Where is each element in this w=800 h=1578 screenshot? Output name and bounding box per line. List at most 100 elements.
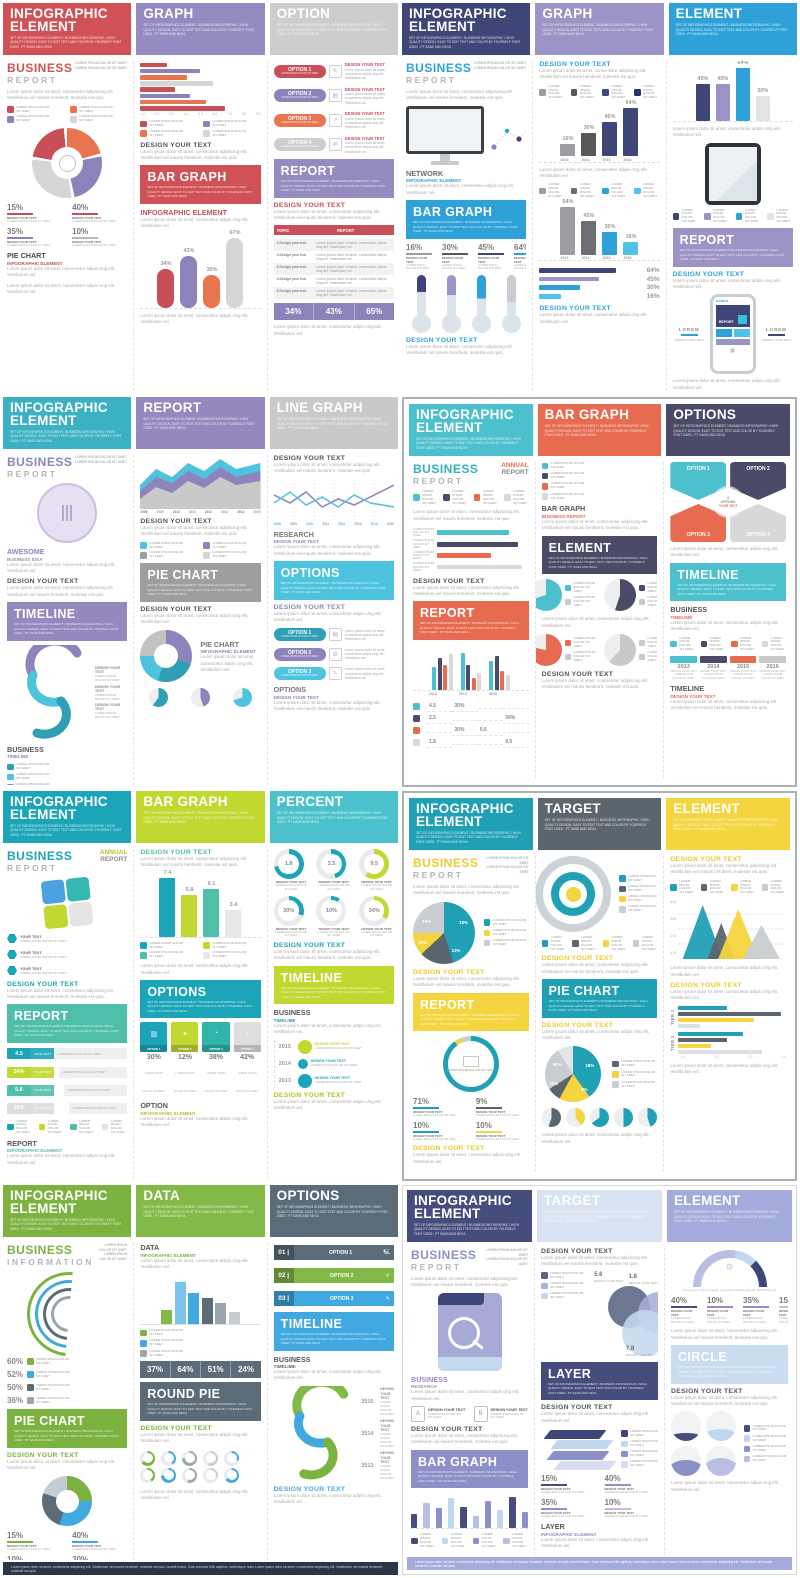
legend-swatch bbox=[602, 940, 609, 947]
bar bbox=[437, 553, 491, 558]
panel-header-block: INFOGRAPHIC ELEMENT SET OF INFOGRAPHICS E… bbox=[402, 3, 531, 56]
legend-swatch bbox=[731, 640, 738, 648]
body-text: Lorem ipsum dolor sit amet, consectetur … bbox=[273, 324, 382, 336]
header-subtitle: SET OF INFOGRAPHICS ELEMENT / BUSINESS I… bbox=[544, 817, 650, 832]
section-banner: PIE CHART SET OF INFOGRAPHICS ELEMENT / B… bbox=[7, 1409, 128, 1448]
body-text: Lorem ipsum dolor sit amet, consectetur … bbox=[539, 166, 648, 179]
legend-item: LOREM IPSUM DOLOR SIT AMET bbox=[670, 879, 694, 895]
bar bbox=[484, 1501, 492, 1529]
caption: RESEARCH DESIGN YOUR TEXT Lorem ipsum dolo… bbox=[274, 530, 394, 557]
legend-label: LOREM IPSUM DOLOR SIT AMET bbox=[550, 1280, 584, 1289]
heading-right: ANNUAL REPORT bbox=[99, 849, 128, 864]
percent-value: 40% DESIGN YOUR TEXT LOREM IPSUM DOLOR SIT… bbox=[604, 1474, 649, 1495]
body-text: Lorem ipsum dolor sit amet, consectetur … bbox=[541, 1132, 650, 1144]
body-text: Lorem ipsum dolor sit amet, consectetur … bbox=[672, 378, 781, 390]
legend-swatch bbox=[203, 942, 210, 949]
legend-item: LOREM IPSUM DOLOR SIT AMET bbox=[700, 879, 725, 895]
caption: DATA INFOGRAPHIC ELEMENT Lorem ipsum dolor… bbox=[140, 1243, 260, 1270]
mini-pie-charts bbox=[140, 687, 260, 708]
legend-item: LOREM IPSUM DOLOR SIT AMET bbox=[483, 928, 529, 937]
heading-secondary: REPORT bbox=[413, 870, 464, 881]
banner-subtitle: SET OF INFOGRAPHICS ELEMENT / BUSINESS I… bbox=[147, 1402, 253, 1416]
legend-swatch bbox=[621, 1461, 628, 1468]
bar bbox=[215, 1303, 227, 1325]
option-pill: OPTION 1 LOREM IPSUM DOLOR SIT AMET bbox=[273, 628, 326, 642]
body-text: Lorem ipsum dolor sit amet, consectetur … bbox=[140, 963, 249, 975]
panel-header-block: OPTIONS SET OF INFOGRAPHICS ELEMENT / BUS… bbox=[666, 404, 791, 457]
design-your-text-heading: DESIGN YOUR TEXT Lorem ipsum dolor sit am… bbox=[670, 856, 786, 876]
heading-secondary: REPORT bbox=[406, 75, 457, 86]
header-title: BAR GRAPH bbox=[143, 794, 228, 809]
pie-chart: 40% 18% 8% 25% LOREM IPSUM DOLOR SIT AMET LOR… bbox=[542, 1045, 658, 1103]
header-title: OPTIONS bbox=[276, 1188, 340, 1203]
banner-title: PIE CHART bbox=[14, 1414, 85, 1429]
legend-item: LOREM IPSUM DOLOR SIT AMET bbox=[621, 1449, 658, 1458]
legend-item: LOREM IPSUM DOLOR SIT AMET bbox=[731, 879, 755, 895]
document-icons: A DESIGN YOUR TEXT LOREM IPSUM DOLOR SIT A… bbox=[411, 1406, 528, 1423]
percent-value: 35% DESIGN YOUR TEXT LOREM IPSUM DOLOR SIT… bbox=[743, 1296, 769, 1324]
legend-label: LOREM IPSUM DOLOR SIT AMET bbox=[149, 550, 183, 559]
legend-item: LOREM IPSUM DOLOR SIT AMET bbox=[203, 551, 260, 559]
arc-ring-charts: 30% DESIGN YOUR TEXT LOREM IPSUM DOLOR SIT… bbox=[273, 895, 394, 939]
timeline-entry: 2013 DESIGN YOUR TEXT LOREM IPSUM DOLOR SI… bbox=[670, 655, 697, 680]
body-text: Lorem ipsum dolor sit amet, consectetur … bbox=[140, 1115, 249, 1128]
bar bbox=[435, 1508, 442, 1529]
design-your-text-heading: DESIGN YOUR TEXT Lorem ipsum dolor sit am… bbox=[542, 955, 658, 975]
puzzle-illustration bbox=[41, 876, 94, 929]
legend: LOREM IPSUM DOLOR SIT AMET LOREM IPSUM DO… bbox=[539, 84, 659, 100]
design-your-text-heading: DESIGN YOUR TEXT Lorem ipsum dolor sit am… bbox=[140, 849, 260, 869]
banner-title: LAYER bbox=[548, 1366, 592, 1381]
panel-column: 45% 45% 64% 30% Lorem ipsum dolor sit amet, … bbox=[665, 61, 793, 391]
legend-label: LOREM IPSUM DOLOR SIT AMET bbox=[611, 935, 626, 951]
banner-subtitle: SET OF INFOGRAPHICS ELEMENT / BUSINESS I… bbox=[418, 1469, 517, 1483]
section-heading: BUSINESS REPORT ANNUAL REPORT bbox=[413, 462, 529, 486]
option-pill-row: OPTION 3 LOREM IPSUM DOLOR SIT AMET ↗ DESIG… bbox=[273, 111, 394, 129]
legend-item: LOREM IPSUM DOLOR SIT AMET bbox=[570, 84, 597, 100]
heading-note: LOREM IPSUM DOLOR SIT AMET LOREM IPSUM DO… bbox=[474, 61, 527, 70]
legend-swatch bbox=[504, 494, 511, 501]
legend-label: LOREM IPSUM DOLOR SIT AMET bbox=[492, 938, 527, 946]
body-text: Lorem ipsum dolor sit amet, consectetur … bbox=[411, 1433, 518, 1445]
section-banner: OPTIONS SET OF INFOGRAPHICS ELEMENT / BUS… bbox=[273, 561, 394, 600]
legend-swatch bbox=[203, 552, 210, 559]
vertical-bar-chart: 34% 43% 30% 67% bbox=[140, 230, 261, 309]
legend-item: LOREM IPSUM DOLOR SIT AMET bbox=[743, 1444, 789, 1453]
bar: 45% bbox=[715, 76, 730, 122]
legend-swatch bbox=[27, 1371, 34, 1378]
body-text: Lorem ipsum dolor sit amet, consectetur … bbox=[273, 1492, 382, 1505]
panel-header: INFOGRAPHIC ELEMENT SET OF INFOGRAPHICS E… bbox=[409, 798, 791, 851]
design-your-text-heading: DESIGN YOUR TEXT Lorem ipsum dolor sit am… bbox=[7, 981, 127, 1001]
header-subtitle: SET OF INFOGRAPHICS ELEMENT / BUSINESS I… bbox=[416, 830, 521, 845]
header-title: GRAPH bbox=[542, 6, 593, 21]
banner-title: REPORT bbox=[679, 233, 735, 247]
banner-title: OPTIONS bbox=[147, 984, 207, 999]
body-text: Lorem ipsum dolor sit amet, consectetur … bbox=[406, 183, 515, 195]
legend-label: LOREM IPSUM DOLOR SIT AMET bbox=[630, 1428, 658, 1437]
legend-swatch bbox=[761, 884, 769, 891]
panel-header-block: ELEMENT SET OF INFOGRAPHICS ELEMENT / BUS… bbox=[667, 1190, 792, 1243]
header-subtitle: SET OF INFOGRAPHICS ELEMENT / BUSINESS I… bbox=[673, 817, 779, 832]
banner-title: OPTIONS bbox=[280, 566, 340, 581]
heading-primary: BUSINESS bbox=[406, 61, 472, 76]
footer-band: Lorem ipsum dolor sit amet, consectetur … bbox=[407, 1557, 792, 1570]
panel-header: INFOGRAPHIC ELEMENT SET OF INFOGRAPHICS E… bbox=[3, 791, 398, 844]
value-table: 4.5 30% 2.5 34% 30% 5.6 1.8 9.5 bbox=[413, 700, 529, 749]
banner-subtitle: SET OF INFOGRAPHICS ELEMENT / BUSINESS I… bbox=[677, 582, 777, 596]
percent-value: 35% DESIGN YOUR TEXT LOREM IPSUM DOLOR SIT… bbox=[541, 1497, 585, 1518]
section-banner: ROUND PIE SET OF INFOGRAPHICS ELEMENT / B… bbox=[140, 1382, 261, 1421]
legend-swatch bbox=[564, 584, 572, 592]
section-heading: BUSINESS INFORMATION LOREM IPSUM DOLOR SIT… bbox=[7, 1243, 127, 1267]
legend-swatch bbox=[413, 739, 420, 746]
bar: 43% bbox=[180, 248, 198, 308]
legend-swatch bbox=[203, 542, 210, 549]
horizontal-bar-chart: LOREM IPSUM DOLOR SIT AMET LOREM IPSUM DO… bbox=[413, 526, 529, 574]
header-subtitle: SET OF INFOGRAPHICS ELEMENT / BUSINESS I… bbox=[409, 35, 521, 50]
legend-label: LOREM IPSUM DOLOR SIT AMET bbox=[149, 1328, 183, 1337]
legend-item: LOREM IPSUM DOLOR SIT AMET bbox=[621, 1439, 658, 1448]
banner-subtitle: SET OF INFOGRAPHICS ELEMENT / BUSINESS I… bbox=[420, 621, 519, 635]
legend: LOREM IPSUM DOLOR SIT AMET LOREM IPSUM DO… bbox=[7, 105, 127, 123]
design-your-text-heading: DESIGN YOUR TEXT Lorem ipsum dolor sit am… bbox=[140, 1425, 260, 1445]
